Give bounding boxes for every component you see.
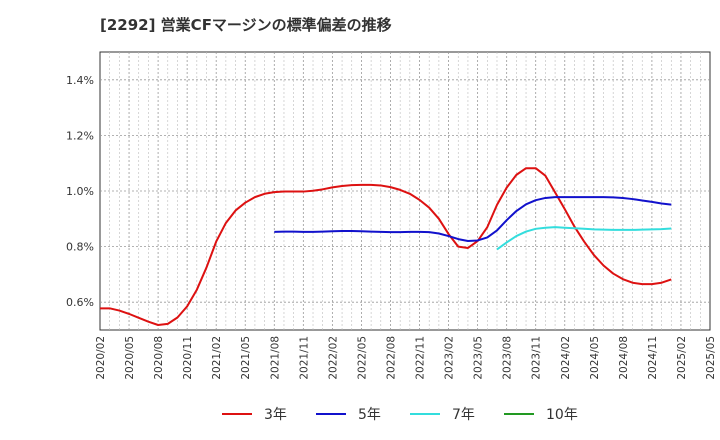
x-tick-label: 2025/02	[676, 336, 688, 380]
x-tick-label: 2021/02	[211, 336, 223, 380]
x-tick-label: 2020/08	[153, 336, 165, 380]
y-tick-label: 0.8%	[66, 241, 94, 254]
x-axis: 2020/02 2020/05 2020/08 2020/11 2021/02 2021/…	[95, 336, 717, 380]
x-tick-label: 2022/08	[385, 336, 397, 380]
y-tick-label: 1.0%	[66, 185, 94, 198]
x-tick-label: 2021/05	[240, 336, 252, 380]
x-tick-label: 2020/02	[95, 336, 107, 380]
legend: 3年 5年 7年 10年	[222, 407, 578, 423]
x-tick-label: 2025/05	[705, 336, 717, 380]
y-tick-label: 1.2%	[66, 129, 94, 142]
legend-label-2: 7年	[452, 407, 475, 423]
x-tick-label: 2024/11	[647, 336, 659, 380]
legend-label-3: 10年	[546, 407, 578, 423]
x-tick-label: 2020/05	[124, 336, 136, 380]
x-tick-label: 2022/02	[327, 336, 339, 380]
x-tick-label: 2024/08	[618, 336, 630, 380]
x-tick-label: 2024/05	[589, 336, 601, 380]
x-tick-label: 2023/02	[444, 336, 456, 380]
x-tick-label: 2023/11	[531, 336, 543, 380]
y-tick-label: 0.6%	[66, 296, 94, 309]
series-line-2	[496, 226, 672, 251]
series-lines	[100, 167, 672, 326]
grid	[100, 52, 710, 330]
x-tick-label: 2021/11	[298, 336, 310, 380]
x-tick-label: 2022/11	[415, 336, 427, 380]
y-tick-label: 1.4%	[66, 74, 94, 87]
chart-title: [2292] 営業CFマージンの標準偏差の推移	[100, 16, 392, 34]
x-tick-label: 2023/08	[502, 336, 514, 380]
legend-label-0: 3年	[264, 407, 287, 423]
x-tick-label: 2021/08	[269, 336, 281, 380]
x-tick-label: 2024/02	[560, 336, 572, 380]
legend-label-1: 5年	[358, 407, 381, 423]
y-axis: 0.6% 0.8% 1.0% 1.2% 1.4%	[66, 74, 94, 309]
x-tick-label: 2022/05	[356, 336, 368, 380]
x-tick-label: 2023/05	[473, 336, 485, 380]
x-tick-label: 2020/11	[182, 336, 194, 380]
series-line-1	[274, 196, 672, 243]
